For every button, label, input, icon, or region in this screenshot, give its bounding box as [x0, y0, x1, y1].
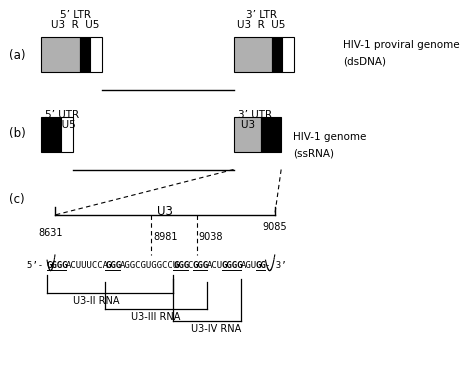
- Text: U3  R: U3 R: [241, 120, 268, 130]
- Text: 8981: 8981: [153, 232, 177, 242]
- Text: GGG: GGG: [192, 261, 209, 270]
- Text: U3-II RNA: U3-II RNA: [73, 296, 119, 306]
- Text: 3’ LTR: 3’ LTR: [246, 10, 276, 20]
- Text: (c): (c): [9, 194, 25, 206]
- Text: AGGCGUGGCCU: AGGCGUGGCCU: [120, 261, 179, 270]
- Text: (dsDNA): (dsDNA): [344, 57, 386, 67]
- Text: GGG: GGG: [105, 261, 121, 270]
- Text: (b): (b): [9, 126, 26, 139]
- FancyBboxPatch shape: [234, 117, 261, 152]
- Text: AGU: AGU: [241, 261, 257, 270]
- FancyBboxPatch shape: [80, 37, 90, 72]
- Text: 8631: 8631: [38, 228, 63, 238]
- FancyBboxPatch shape: [61, 117, 73, 152]
- Text: (ssRNA): (ssRNA): [293, 148, 334, 158]
- Text: U3  R  U5: U3 R U5: [237, 20, 285, 30]
- Text: 5’ UTR: 5’ UTR: [45, 110, 79, 120]
- Text: U3-III RNA: U3-III RNA: [131, 312, 181, 321]
- Text: C: C: [188, 261, 193, 270]
- Text: GGGG: GGGG: [47, 261, 68, 270]
- Text: (a): (a): [9, 49, 26, 62]
- FancyBboxPatch shape: [234, 37, 272, 72]
- Text: 9085: 9085: [263, 222, 287, 232]
- Text: 5’-: 5’-: [27, 261, 49, 270]
- Text: ACUUUCCA: ACUUUCCA: [66, 261, 109, 270]
- Text: U3  R  U5: U3 R U5: [51, 20, 99, 30]
- Text: HIV-1 genome: HIV-1 genome: [293, 132, 366, 142]
- FancyBboxPatch shape: [272, 37, 282, 72]
- FancyBboxPatch shape: [90, 37, 101, 72]
- Text: HIV-1 proviral genome: HIV-1 proviral genome: [344, 40, 460, 50]
- Text: R  U5: R U5: [48, 120, 76, 130]
- Text: 3’ UTR: 3’ UTR: [237, 110, 272, 120]
- Text: U3-IV RNA: U3-IV RNA: [191, 324, 241, 334]
- Text: ACU: ACU: [207, 261, 223, 270]
- Text: GGG: GGG: [173, 261, 189, 270]
- FancyBboxPatch shape: [41, 117, 61, 152]
- FancyBboxPatch shape: [282, 37, 294, 72]
- FancyBboxPatch shape: [41, 37, 80, 72]
- FancyBboxPatch shape: [261, 117, 281, 152]
- Text: - 3’: - 3’: [265, 261, 287, 270]
- Text: 5’ LTR: 5’ LTR: [60, 10, 91, 20]
- Text: 9038: 9038: [199, 232, 223, 242]
- Text: GG: GG: [255, 261, 266, 270]
- Text: GGGG: GGGG: [222, 261, 243, 270]
- Text: U3: U3: [157, 205, 173, 218]
